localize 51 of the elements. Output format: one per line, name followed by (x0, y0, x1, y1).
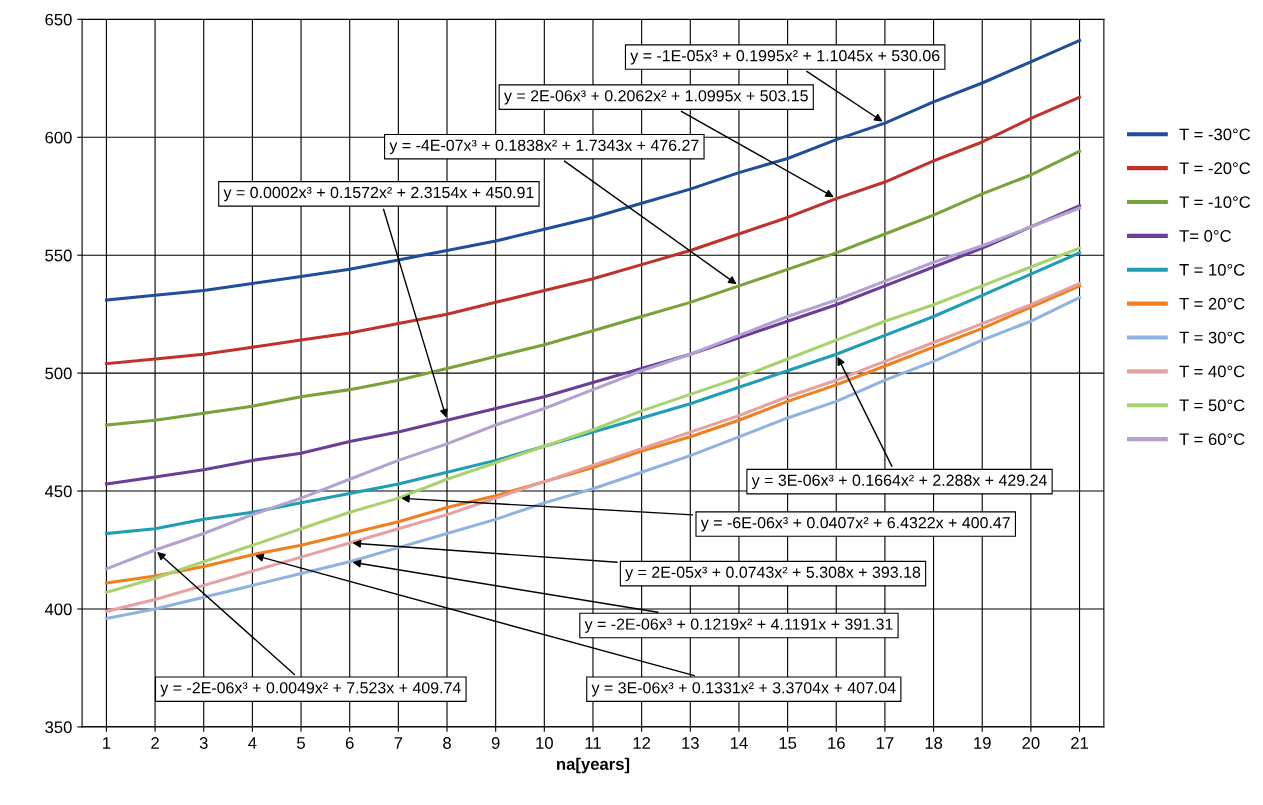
line-series (104, 251, 1082, 536)
annotation: y = -4E-07x³ + 0.1838x² + 1.7343x + 476.27 (389, 139, 699, 155)
annotation: y = -2E-06x³ + 0.1219x² + 4.1191x + 391.31 (584, 618, 893, 633)
x-tick-label: 12 (633, 737, 651, 749)
y-tick-label: 450 (44, 485, 72, 498)
x-tick-label: 14 (730, 737, 748, 749)
y-tick-label: 500 (45, 367, 72, 380)
legend-label: T = 10°C (1179, 263, 1245, 276)
legend-label: T = 60°C (1179, 433, 1245, 446)
x-tick-label: 16 (828, 737, 845, 749)
x-tick-label: 2 (151, 737, 159, 749)
legend-label: T= 0°C (1179, 230, 1231, 242)
annotation: y = 3E-06x³ + 0.1664x² + 2.288x + 429.24 (751, 474, 1047, 490)
x-tick-label: 3 (199, 737, 208, 749)
annotation: y = 3E-06x³ + 0.1331x² + 3.3704x + 407.04 (591, 682, 896, 697)
annotation: y = 0.0002x³ + 0.1572x² + 2.3154x + 450.91 (223, 186, 534, 202)
annotation: y = -2E-06x³ + 0.0049x² + 7.523x + 409.74 (160, 682, 461, 697)
x-tick-label: 21 (1071, 737, 1088, 749)
annotation: y = -1E-05x³ + 0.1995x² + 1.1045x + 530.06 (630, 50, 940, 65)
legend-label: T = -10°C (1179, 196, 1251, 209)
x-tick-label: 20 (1022, 737, 1040, 749)
annotation: y = 2E-05x³ + 0.0743x² + 5.308x + 393.18 (625, 566, 921, 582)
x-tick-label: 5 (297, 737, 305, 749)
legend-label: T = 20°C (1179, 297, 1245, 310)
annotation: y = 2E-06x³ + 0.2062x² + 1.0995x + 503.15 (503, 90, 808, 105)
x-tick-label: 17 (876, 737, 894, 749)
x-axis-title: na[years] (557, 757, 630, 774)
x-tick-label: 10 (536, 737, 553, 749)
x-tick-label: 8 (443, 737, 451, 749)
y-tick-label: 550 (45, 249, 72, 262)
legend-label: T = 50°C (1179, 399, 1245, 412)
y-tick-label: 600 (45, 131, 72, 144)
x-tick-label: 13 (682, 737, 699, 749)
y-tick-label: 350 (45, 721, 72, 734)
line-series (104, 39, 1082, 302)
x-tick-label: 1 (103, 737, 111, 749)
x-tick-label: 19 (974, 737, 991, 749)
legend-label: T = 30°C (1179, 331, 1245, 344)
x-tick-label: 15 (779, 737, 797, 749)
x-tick-label: 6 (345, 737, 354, 749)
legend-label: T = 40°C (1179, 365, 1245, 378)
x-tick-label: 9 (491, 737, 500, 749)
x-tick-label: 4 (248, 737, 257, 749)
x-tick-label: 11 (585, 737, 601, 749)
legend-label: T = -20°C (1179, 162, 1251, 175)
legend-label: T = -30°C (1179, 128, 1251, 141)
x-tick-label: 18 (925, 737, 943, 749)
y-tick-label: 400 (44, 603, 72, 616)
annotation: y = -6E-06x³ + 0.0407x² + 6.4322x + 400.47 (700, 517, 1010, 532)
y-tick-label: 650 (45, 13, 72, 26)
x-tick-label: 7 (394, 737, 403, 749)
